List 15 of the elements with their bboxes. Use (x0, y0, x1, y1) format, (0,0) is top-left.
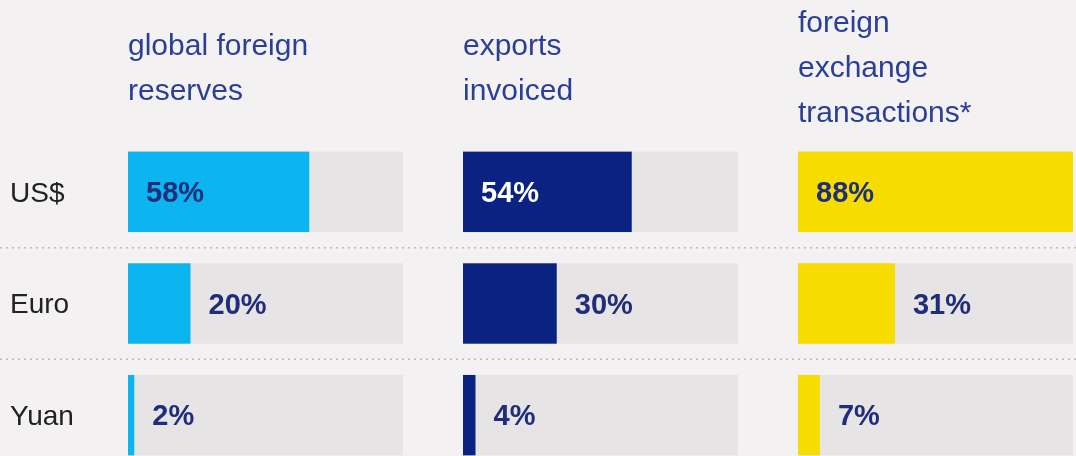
data-label: 54% (481, 175, 540, 208)
chart-title: foreign exchange transactions* (798, 5, 972, 128)
y-tick-label: US$ (10, 176, 65, 208)
y-tick-label: Euro (10, 288, 70, 320)
data-label: 2% (152, 399, 195, 432)
chart-title: exports invoiced (463, 28, 574, 106)
chart-title: global foreign reserves (128, 28, 309, 106)
data-label: 20% (208, 287, 267, 320)
data-label: 7% (837, 399, 880, 432)
y-tick-label: Yuan (10, 399, 74, 431)
data-label: 4% (493, 399, 536, 432)
data-label: 88% (816, 175, 875, 208)
data-label: 58% (146, 175, 205, 208)
data-label: 30% (574, 287, 634, 320)
data-label: 31% (912, 287, 972, 320)
